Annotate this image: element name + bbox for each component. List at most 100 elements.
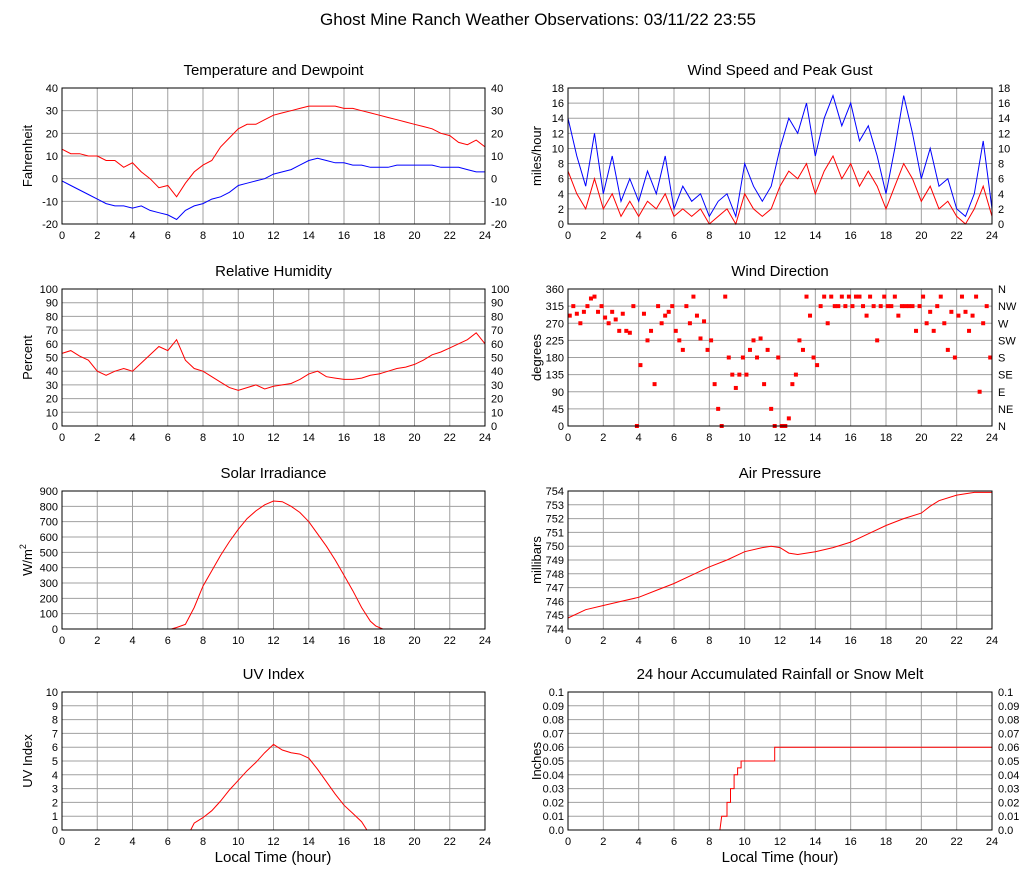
rh-y-tick-label: 50 [46, 353, 58, 365]
wdir-point [603, 315, 608, 320]
solar-y-tick-label: 500 [40, 547, 58, 559]
rh-y-tick-label: 0 [52, 421, 58, 433]
uv-frame [61, 691, 486, 831]
wdir-point [571, 304, 576, 309]
wdir-point [928, 309, 933, 314]
rh-y-tick-label: 20 [46, 394, 58, 406]
wdir-point [974, 294, 979, 299]
wdir-point [751, 338, 756, 343]
temp-x-tick-label: 2 [94, 230, 100, 242]
wind-x-tick-label: 18 [880, 230, 892, 242]
rh-x-tick-label: 6 [165, 432, 171, 444]
wdir-point [808, 313, 813, 318]
rain-x-tick-label: 10 [739, 836, 751, 848]
rain-y-tick-label: 0.01 [543, 811, 564, 823]
uv-y-axis-label: UV Index [20, 734, 35, 788]
wdir-right-tick-label: N [998, 284, 1006, 296]
solar-y-axis-label: W/m2 [18, 544, 35, 576]
wdir-right-tick-label: SE [998, 370, 1013, 382]
temp-series-dewpoint [61, 157, 485, 221]
wdir-y-tick-label: 270 [546, 318, 564, 330]
temp-y-tick-label: -20 [42, 219, 58, 231]
wdir-point [804, 294, 809, 299]
temp-x-tick-label: 20 [408, 230, 420, 242]
solar-x-tick-label: 8 [200, 635, 206, 647]
rh-y-tick-label: 60 [46, 339, 58, 351]
rain-x-tick-label: 14 [809, 836, 821, 848]
wdir-point [694, 313, 699, 318]
wdir-point [613, 317, 618, 322]
wdir-x-tick-label: 0 [565, 432, 571, 444]
pressure-x-tick-label: 18 [880, 635, 892, 647]
wdir-y-tick-label: 180 [546, 353, 564, 365]
wdir-point [617, 328, 622, 333]
wdir-point [581, 309, 586, 314]
rh-title: Relative Humidity [215, 263, 332, 280]
rain-right-tick-label: 0.07 [998, 728, 1019, 740]
rain-y-tick-label: 0.09 [543, 701, 564, 713]
wdir-frame [567, 288, 993, 427]
solar-x-tick-label: 2 [94, 635, 100, 647]
wind-y-tick-label: 12 [552, 128, 564, 140]
wdir-point [652, 382, 657, 387]
page-title: Ghost Mine Ranch Weather Observations: 0… [320, 10, 756, 29]
rh-y-tick-label: 40 [46, 366, 58, 378]
rain-x-tick-label: 6 [671, 836, 677, 848]
temp-y-tick-label: 40 [46, 83, 58, 95]
temp-right-tick-label: 10 [491, 151, 503, 163]
rh-y-axis-label: Percent [20, 335, 35, 380]
uv-y-tick-label: 3 [52, 784, 58, 796]
rh-x-tick-label: 12 [267, 432, 279, 444]
wdir-title: Wind Direction [731, 263, 829, 280]
rain-x-tick-label: 20 [915, 836, 927, 848]
solar-x-tick-label: 6 [165, 635, 171, 647]
rh-right-tick-label: 40 [491, 366, 503, 378]
wdir-point [747, 347, 752, 352]
pressure-x-tick-label: 16 [845, 635, 857, 647]
wdir-x-tick-label: 22 [951, 432, 963, 444]
uv-x-tick-label: 6 [165, 836, 171, 848]
rain-y-tick-label: 0.02 [543, 797, 564, 809]
wdir-point [839, 294, 844, 299]
wdir-point [967, 328, 972, 333]
wdir-right-tick-label: W [998, 318, 1009, 330]
wdir-point [610, 309, 615, 314]
wdir-point [649, 328, 654, 333]
wdir-right-tick-label: SW [998, 335, 1016, 347]
uv-title: UV Index [243, 666, 305, 683]
rain-x-tick-label: 22 [951, 836, 963, 848]
wdir-x-tick-label: 16 [845, 432, 857, 444]
wdir-point [956, 313, 961, 318]
wind-y-tick-label: 18 [552, 83, 564, 95]
solar-y-tick-label: 600 [40, 532, 58, 544]
wind-x-tick-label: 8 [706, 230, 712, 242]
temp-title: Temperature and Dewpoint [183, 62, 364, 79]
temp-x-tick-label: 4 [129, 230, 135, 242]
uv-x-tick-label: 8 [200, 836, 206, 848]
pressure-y-tick-label: 746 [546, 596, 564, 608]
wdir-point [716, 406, 721, 411]
wdir-point [942, 321, 947, 326]
wdir-point [592, 294, 597, 299]
rain-x-tick-label: 0 [565, 836, 571, 848]
wdir-point [914, 328, 919, 333]
wdir-right-tick-label: S [998, 353, 1005, 365]
rh-x-tick-label: 10 [232, 432, 244, 444]
rain-right-tick-label: 0.1 [998, 687, 1013, 699]
temp-x-tick-label: 0 [59, 230, 65, 242]
rain-y-tick-label: 0.1 [549, 687, 564, 699]
rain-right-tick-label: 0.02 [998, 797, 1019, 809]
wdir-point [624, 328, 629, 333]
pressure-frame [567, 490, 993, 630]
wind-right-tick-label: 0 [998, 219, 1004, 231]
solar-y-tick-label: 400 [40, 563, 58, 575]
wdir-point [892, 294, 897, 299]
rain-x-tick-label: 2 [600, 836, 606, 848]
pressure-x-tick-label: 4 [636, 635, 642, 647]
uv-x-tick-label: 0 [59, 836, 65, 848]
wdir-x-tick-label: 14 [809, 432, 821, 444]
